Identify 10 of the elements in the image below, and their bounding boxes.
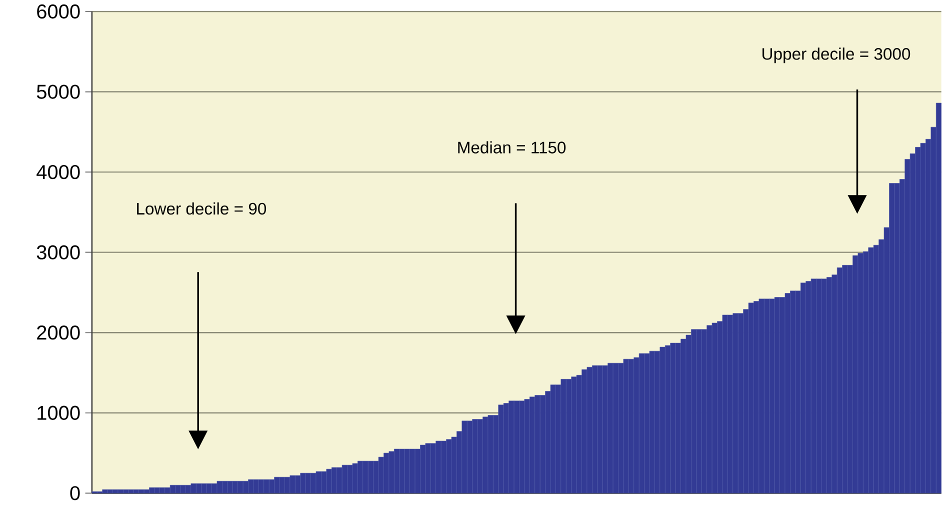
y-tick-label: 3000: [36, 245, 80, 260]
y-tick-label: 4000: [36, 164, 80, 180]
y-tick-label: 2000: [37, 325, 80, 340]
y-tick-label: 0: [70, 486, 80, 500]
annotation: Upper decile = 3000: [762, 47, 910, 64]
y-tick-label: 1000: [38, 406, 80, 420]
annotation: Median = 1150: [458, 141, 566, 154]
y-tick-label: 6000: [37, 4, 80, 18]
y-tick-label: 5000: [36, 84, 80, 99]
annotation: Lower decile = 90: [137, 202, 266, 215]
